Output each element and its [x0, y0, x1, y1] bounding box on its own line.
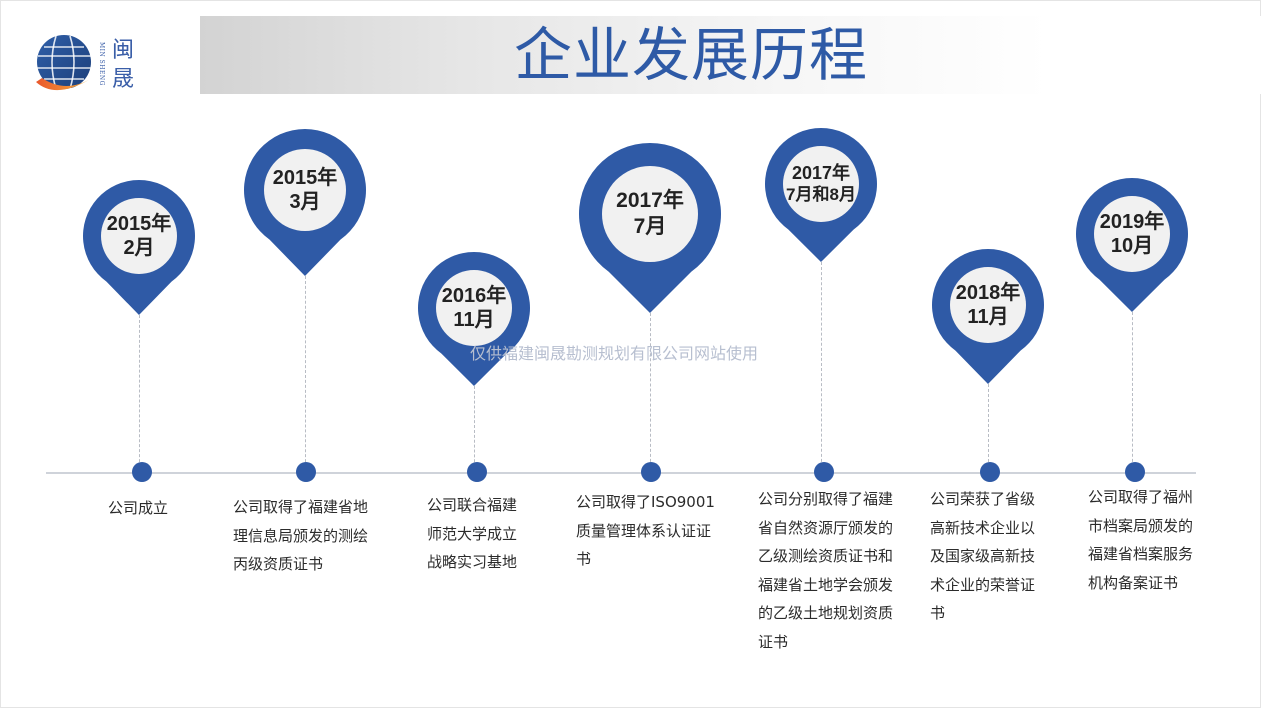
milestone-connector: [988, 384, 989, 472]
milestone-pin: 2017年 7月: [579, 143, 721, 313]
milestone-month: 2月: [123, 237, 155, 259]
milestone-date: 2017年 7月: [579, 188, 721, 240]
timeline-dot: [467, 462, 487, 482]
milestone-year: 2016年: [441, 285, 507, 307]
pin-inner-circle: [783, 146, 859, 222]
timeline-dot: [1125, 462, 1145, 482]
milestone-date: 2015年 3月: [244, 166, 366, 214]
timeline-dot: [641, 462, 661, 482]
milestone-description: 公司取得了福州 市档案局颁发的 福建省档案服务 机构备案证书: [1088, 488, 1194, 592]
map-pin-icon: [765, 128, 877, 262]
milestone-connector: [474, 386, 475, 472]
map-pin-icon: [1076, 178, 1188, 312]
timeline-dot: [980, 462, 1000, 482]
timeline-dot: [296, 462, 316, 482]
milestone-description: 公司成立: [108, 499, 169, 517]
page-title: 企业发展历程: [514, 21, 869, 89]
milestone-pin: 2015年 3月: [244, 128, 366, 276]
pin-inner-circle: [1094, 196, 1170, 272]
milestone-month: 7月和8月: [786, 185, 856, 204]
milestone-year: 2015年: [272, 167, 338, 189]
map-pin-icon: [83, 180, 195, 315]
map-pin-icon: [418, 252, 530, 386]
milestone-month: 11月: [453, 309, 495, 331]
milestone-pin: 2015年 2月: [83, 180, 195, 315]
milestone-connector: [139, 315, 140, 472]
milestone-description: 公司取得了福建省地 理信息局颁发的测绘 丙级资质证书: [233, 498, 369, 573]
logo-chinese-text: 闽晟: [112, 38, 135, 92]
timeline-dot: [814, 462, 834, 482]
milestone-year: 2018年: [955, 282, 1021, 304]
pin-inner-circle: [602, 166, 698, 262]
globe-logo-icon: [36, 35, 92, 91]
milestone-description: 公司荣获了省级 高新技术企业以 及国家级高新技 术企业的荣誉证 书: [930, 490, 1036, 622]
milestone-month: 3月: [289, 191, 321, 213]
milestone-year: 2019年: [1099, 211, 1165, 233]
milestone-date: 2019年 10月: [1076, 210, 1188, 258]
map-pin-icon: [579, 143, 721, 313]
milestone-year: 2017年: [616, 189, 684, 212]
logo-english-text: MIN SHENG: [98, 42, 105, 86]
milestone-pin: 2016年 11月: [418, 252, 530, 386]
milestone-month: 7月: [633, 215, 667, 238]
pin-inner-circle: [950, 267, 1026, 343]
milestone-year: 2017年: [791, 163, 851, 183]
milestone-date: 2015年 2月: [83, 212, 195, 260]
milestone-connector: [1132, 312, 1133, 472]
milestone-pin: 2018年 11月: [932, 249, 1044, 384]
milestone-month: 10月: [1110, 235, 1154, 257]
title-banner: [200, 16, 1261, 94]
milestone-date: 2017年 7月和8月: [765, 162, 877, 206]
pin-inner-circle: [101, 198, 177, 274]
milestone-pin: 2019年 10月: [1076, 178, 1188, 312]
milestone-date: 2018年 11月: [932, 281, 1044, 329]
map-pin-icon: [244, 128, 366, 276]
milestone-date: 2016年 11月: [418, 284, 530, 332]
milestone-description: 公司联合福建 师范大学成立 战略实习基地: [427, 496, 518, 571]
company-logo: MIN SHENG 闽晟: [34, 34, 154, 100]
milestone-connector: [821, 262, 822, 472]
milestone-month: 11月: [967, 306, 1009, 328]
milestone-connector: [650, 313, 651, 472]
watermark-text: 仅供福建闽晟勘测规划有限公司网站使用: [470, 344, 759, 363]
map-pin-icon: [932, 249, 1044, 384]
milestone-connector: [305, 276, 306, 472]
pin-inner-circle: [264, 149, 346, 231]
milestone-description: 公司取得了ISO9001 质量管理体系认证证 书: [576, 493, 715, 568]
pin-inner-circle: [436, 270, 512, 346]
timeline-dot: [132, 462, 152, 482]
timeline-axis: [46, 472, 1196, 474]
milestone-pin: 2017年 7月和8月: [765, 128, 877, 262]
milestone-year: 2015年: [106, 213, 172, 235]
milestone-description: 公司分别取得了福建 省自然资源厅颁发的 乙级测绘资质证书和 福建省土地学会颁发 …: [758, 490, 894, 651]
